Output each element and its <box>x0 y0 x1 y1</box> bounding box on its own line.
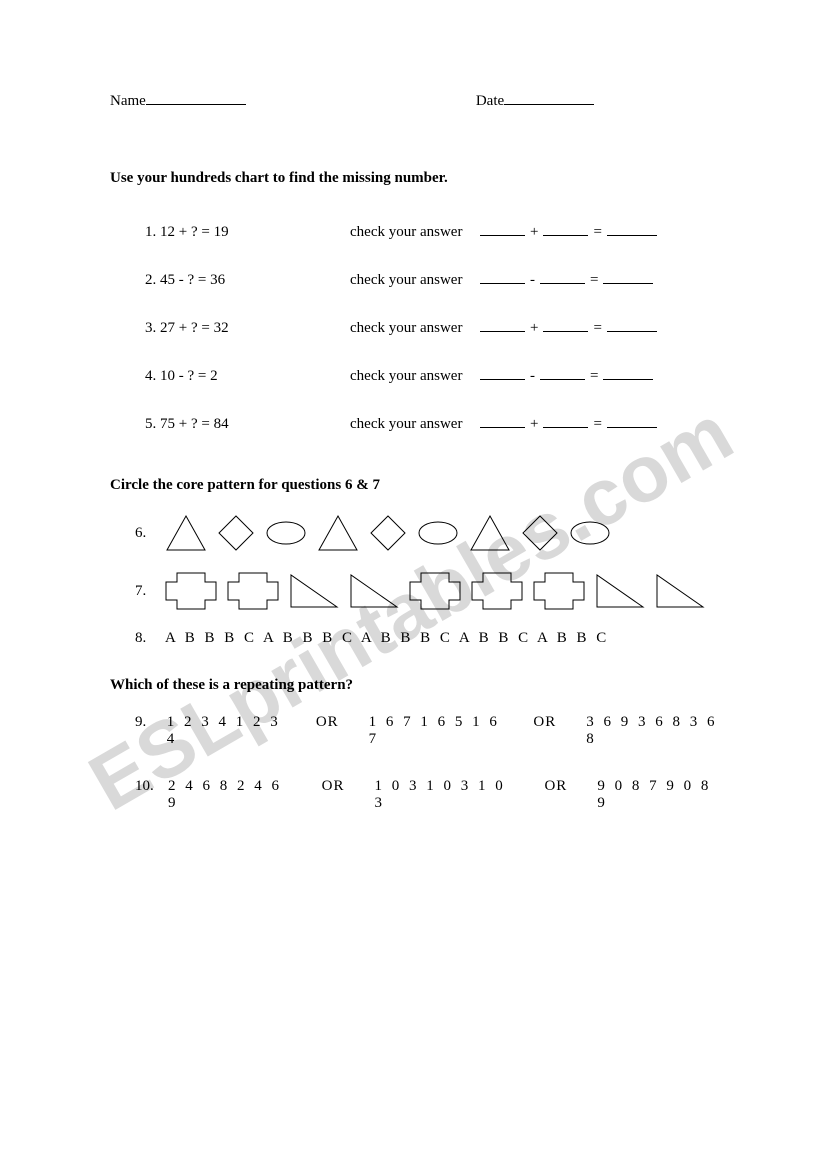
cross-icon <box>165 572 217 610</box>
oval-icon <box>265 520 307 546</box>
equals-text: = <box>588 416 606 432</box>
operator-text: - <box>525 272 540 288</box>
section1-list: 12 + ? = 19check your answer+=45 - ? = 3… <box>110 207 721 447</box>
answer-blank[interactable] <box>603 365 653 380</box>
q9-option-c: 3 6 9 3 6 8 3 6 8 <box>586 714 721 748</box>
equals-text: = <box>588 320 606 336</box>
question-6: 6. <box>135 514 721 552</box>
operator-text: + <box>525 320 543 336</box>
answer-blank[interactable] <box>543 317 588 332</box>
name-label: Name <box>110 93 146 110</box>
q9-or-1: OR <box>316 714 339 731</box>
equation-text: 45 - ? = 36 <box>160 272 350 289</box>
q9-option-a: 1 2 3 4 1 2 3 4 <box>167 714 286 748</box>
equation-text: 10 - ? = 2 <box>160 368 350 385</box>
operator-text: + <box>525 416 543 432</box>
equals-text: = <box>588 224 606 240</box>
equation-text: 75 + ? = 84 <box>160 416 350 433</box>
section3-title: Which of these is a repeating pattern? <box>110 677 721 694</box>
q10-number: 10. <box>135 778 168 795</box>
q6-number: 6. <box>135 525 165 542</box>
date-label: Date <box>476 93 504 110</box>
answer-blank[interactable] <box>543 221 588 236</box>
answer-blanks: += <box>480 317 657 337</box>
answer-blank[interactable] <box>480 413 525 428</box>
answer-blank[interactable] <box>607 317 657 332</box>
answer-blank[interactable] <box>540 365 585 380</box>
triangle-icon <box>165 514 207 552</box>
header-row: Name Date <box>110 90 721 110</box>
equation-text: 12 + ? = 19 <box>160 224 350 241</box>
check-label: check your answer <box>350 224 480 241</box>
q8-number: 8. <box>135 630 165 647</box>
question-item: 10 - ? = 2check your answer-= <box>160 351 721 399</box>
triangle-icon <box>469 514 511 552</box>
date-field: Date <box>476 90 594 110</box>
q10-option-c: 9 0 8 7 9 0 8 9 <box>597 778 721 812</box>
question-item: 75 + ? = 84check your answer+= <box>160 399 721 447</box>
worksheet-page: Name Date Use your hundreds chart to fin… <box>0 0 821 882</box>
diamond-icon <box>217 514 255 552</box>
equals-text: = <box>585 368 603 384</box>
name-field: Name <box>110 90 246 110</box>
check-label: check your answer <box>350 272 480 289</box>
answer-blanks: -= <box>480 365 653 385</box>
equation-text: 27 + ? = 32 <box>160 320 350 337</box>
answer-blank[interactable] <box>543 413 588 428</box>
date-blank[interactable] <box>504 90 594 105</box>
question-item: 12 + ? = 19check your answer+= <box>160 207 721 255</box>
question-10: 10. 2 4 6 8 2 4 6 9 OR 1 0 3 1 0 3 1 0 3… <box>135 778 721 812</box>
answer-blanks: -= <box>480 269 653 289</box>
oval-icon <box>569 520 611 546</box>
q10-or-2: OR <box>544 778 567 795</box>
q10-option-a: 2 4 6 8 2 4 6 9 <box>168 778 292 812</box>
right-triangle-icon <box>595 573 645 609</box>
right-triangle-icon <box>655 573 705 609</box>
q9-number: 9. <box>135 714 167 731</box>
section1-title: Use your hundreds chart to find the miss… <box>110 170 721 187</box>
diamond-icon <box>369 514 407 552</box>
cross-icon <box>409 572 461 610</box>
q7-shapes <box>165 572 705 610</box>
cross-icon <box>471 572 523 610</box>
question-9: 9. 1 2 3 4 1 2 3 4 OR 1 6 7 1 6 5 1 6 7 … <box>135 714 721 748</box>
answer-blank[interactable] <box>607 413 657 428</box>
question-7: 7. <box>135 572 721 610</box>
cross-icon <box>533 572 585 610</box>
operator-text: - <box>525 368 540 384</box>
oval-icon <box>417 520 459 546</box>
equals-text: = <box>585 272 603 288</box>
q6-shapes <box>165 514 611 552</box>
right-triangle-icon <box>349 573 399 609</box>
answer-blanks: += <box>480 413 657 433</box>
answer-blank[interactable] <box>480 317 525 332</box>
q10-option-b: 1 0 3 1 0 3 1 0 3 <box>375 778 515 812</box>
q8-pattern: A B B B C A B B B C A B B B C A B B C A … <box>165 630 609 647</box>
question-8: 8. A B B B C A B B B C A B B B C A B B C… <box>135 630 721 647</box>
answer-blank[interactable] <box>607 221 657 236</box>
right-triangle-icon <box>289 573 339 609</box>
q7-number: 7. <box>135 583 165 600</box>
q9-or-2: OR <box>533 714 556 731</box>
name-blank[interactable] <box>146 90 246 105</box>
answer-blank[interactable] <box>540 269 585 284</box>
check-label: check your answer <box>350 416 480 433</box>
answer-blanks: += <box>480 221 657 241</box>
cross-icon <box>227 572 279 610</box>
q9-option-b: 1 6 7 1 6 5 1 6 7 <box>369 714 504 748</box>
diamond-icon <box>521 514 559 552</box>
answer-blank[interactable] <box>480 269 525 284</box>
question-item: 45 - ? = 36check your answer-= <box>160 255 721 303</box>
section2-title: Circle the core pattern for questions 6 … <box>110 477 721 494</box>
answer-blank[interactable] <box>480 365 525 380</box>
check-label: check your answer <box>350 368 480 385</box>
q10-or-1: OR <box>322 778 345 795</box>
triangle-icon <box>317 514 359 552</box>
answer-blank[interactable] <box>603 269 653 284</box>
question-item: 27 + ? = 32check your answer+= <box>160 303 721 351</box>
operator-text: + <box>525 224 543 240</box>
answer-blank[interactable] <box>480 221 525 236</box>
check-label: check your answer <box>350 320 480 337</box>
